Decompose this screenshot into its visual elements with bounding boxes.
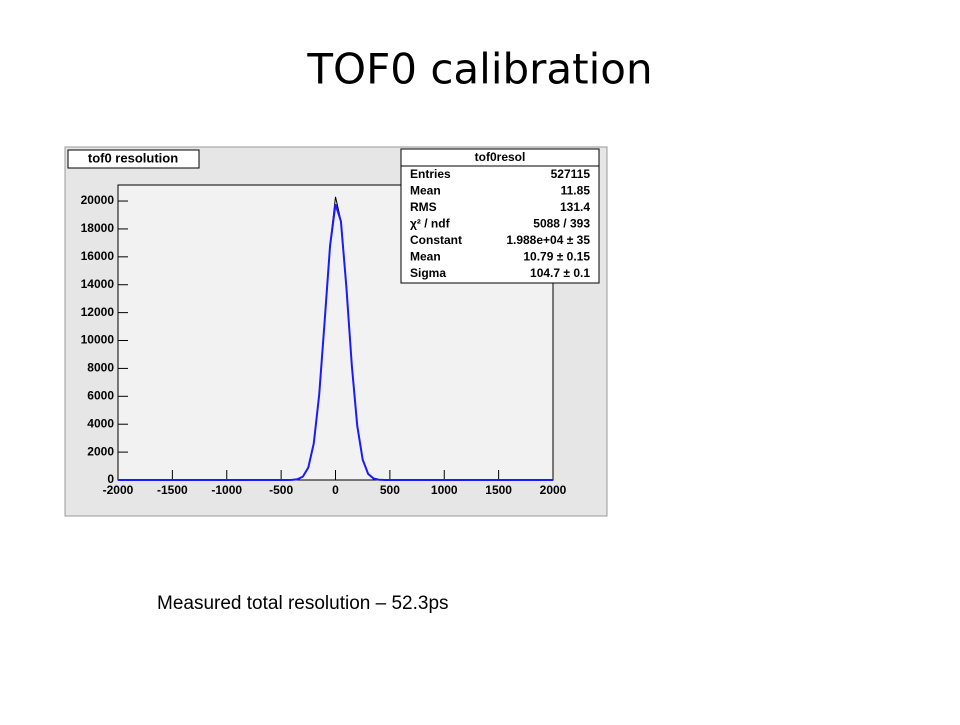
x-tick-label: 1500 bbox=[485, 483, 512, 497]
stats-value: 131.4 bbox=[560, 200, 590, 214]
x-tick-label: -1000 bbox=[211, 483, 242, 497]
stats-title: tof0resol bbox=[475, 150, 526, 164]
y-tick-label: 18000 bbox=[81, 221, 115, 235]
y-tick-label: 16000 bbox=[81, 249, 115, 263]
y-tick-label: 6000 bbox=[87, 388, 114, 402]
x-tick-label: -1500 bbox=[157, 483, 188, 497]
x-tick-label: -2000 bbox=[103, 483, 134, 497]
y-tick-label: 12000 bbox=[81, 305, 115, 319]
histogram-title-box bbox=[67, 149, 200, 169]
stats-key: Mean bbox=[410, 184, 441, 198]
stats-key: Constant bbox=[410, 233, 462, 247]
stats-value: 104.7 ± 0.1 bbox=[530, 266, 590, 280]
histogram-title: tof0 resolution bbox=[88, 150, 178, 165]
plot: 0200040006000800010000120001400016000180… bbox=[81, 193, 567, 497]
stats-key: Sigma bbox=[410, 266, 446, 280]
y-tick-label: 4000 bbox=[87, 416, 114, 430]
stats-value: 5088 / 393 bbox=[533, 217, 590, 231]
x-tick-label: -500 bbox=[269, 483, 293, 497]
x-tick-label: 1000 bbox=[431, 483, 458, 497]
stats-key: χ² / ndf bbox=[410, 217, 451, 231]
y-tick-label: 20000 bbox=[81, 193, 115, 207]
y-tick-label: 0 bbox=[107, 472, 114, 486]
x-tick-label: 2000 bbox=[540, 483, 567, 497]
stats-value: 10.79 ± 0.15 bbox=[523, 250, 590, 264]
stats-key: Mean bbox=[410, 250, 441, 264]
y-tick-label: 14000 bbox=[81, 277, 115, 291]
stats-box bbox=[400, 148, 600, 284]
slide-title: TOF0 calibration bbox=[306, 45, 652, 94]
stats-value: 527115 bbox=[551, 167, 591, 181]
y-tick-label: 10000 bbox=[81, 333, 115, 347]
x-tick-label: 0 bbox=[332, 483, 339, 497]
y-tick-label: 8000 bbox=[87, 361, 114, 375]
y-tick-label: 2000 bbox=[87, 444, 114, 458]
stats-key: RMS bbox=[410, 200, 437, 214]
series-line bbox=[118, 203, 553, 481]
stats-key: Entries bbox=[410, 167, 451, 181]
stats-value: 1.988e+04 ± 35 bbox=[506, 233, 590, 247]
stats-value: 11.85 bbox=[561, 184, 591, 198]
caption: Measured total resolution – 52.3ps bbox=[157, 593, 449, 614]
x-tick-label: 500 bbox=[380, 483, 400, 497]
